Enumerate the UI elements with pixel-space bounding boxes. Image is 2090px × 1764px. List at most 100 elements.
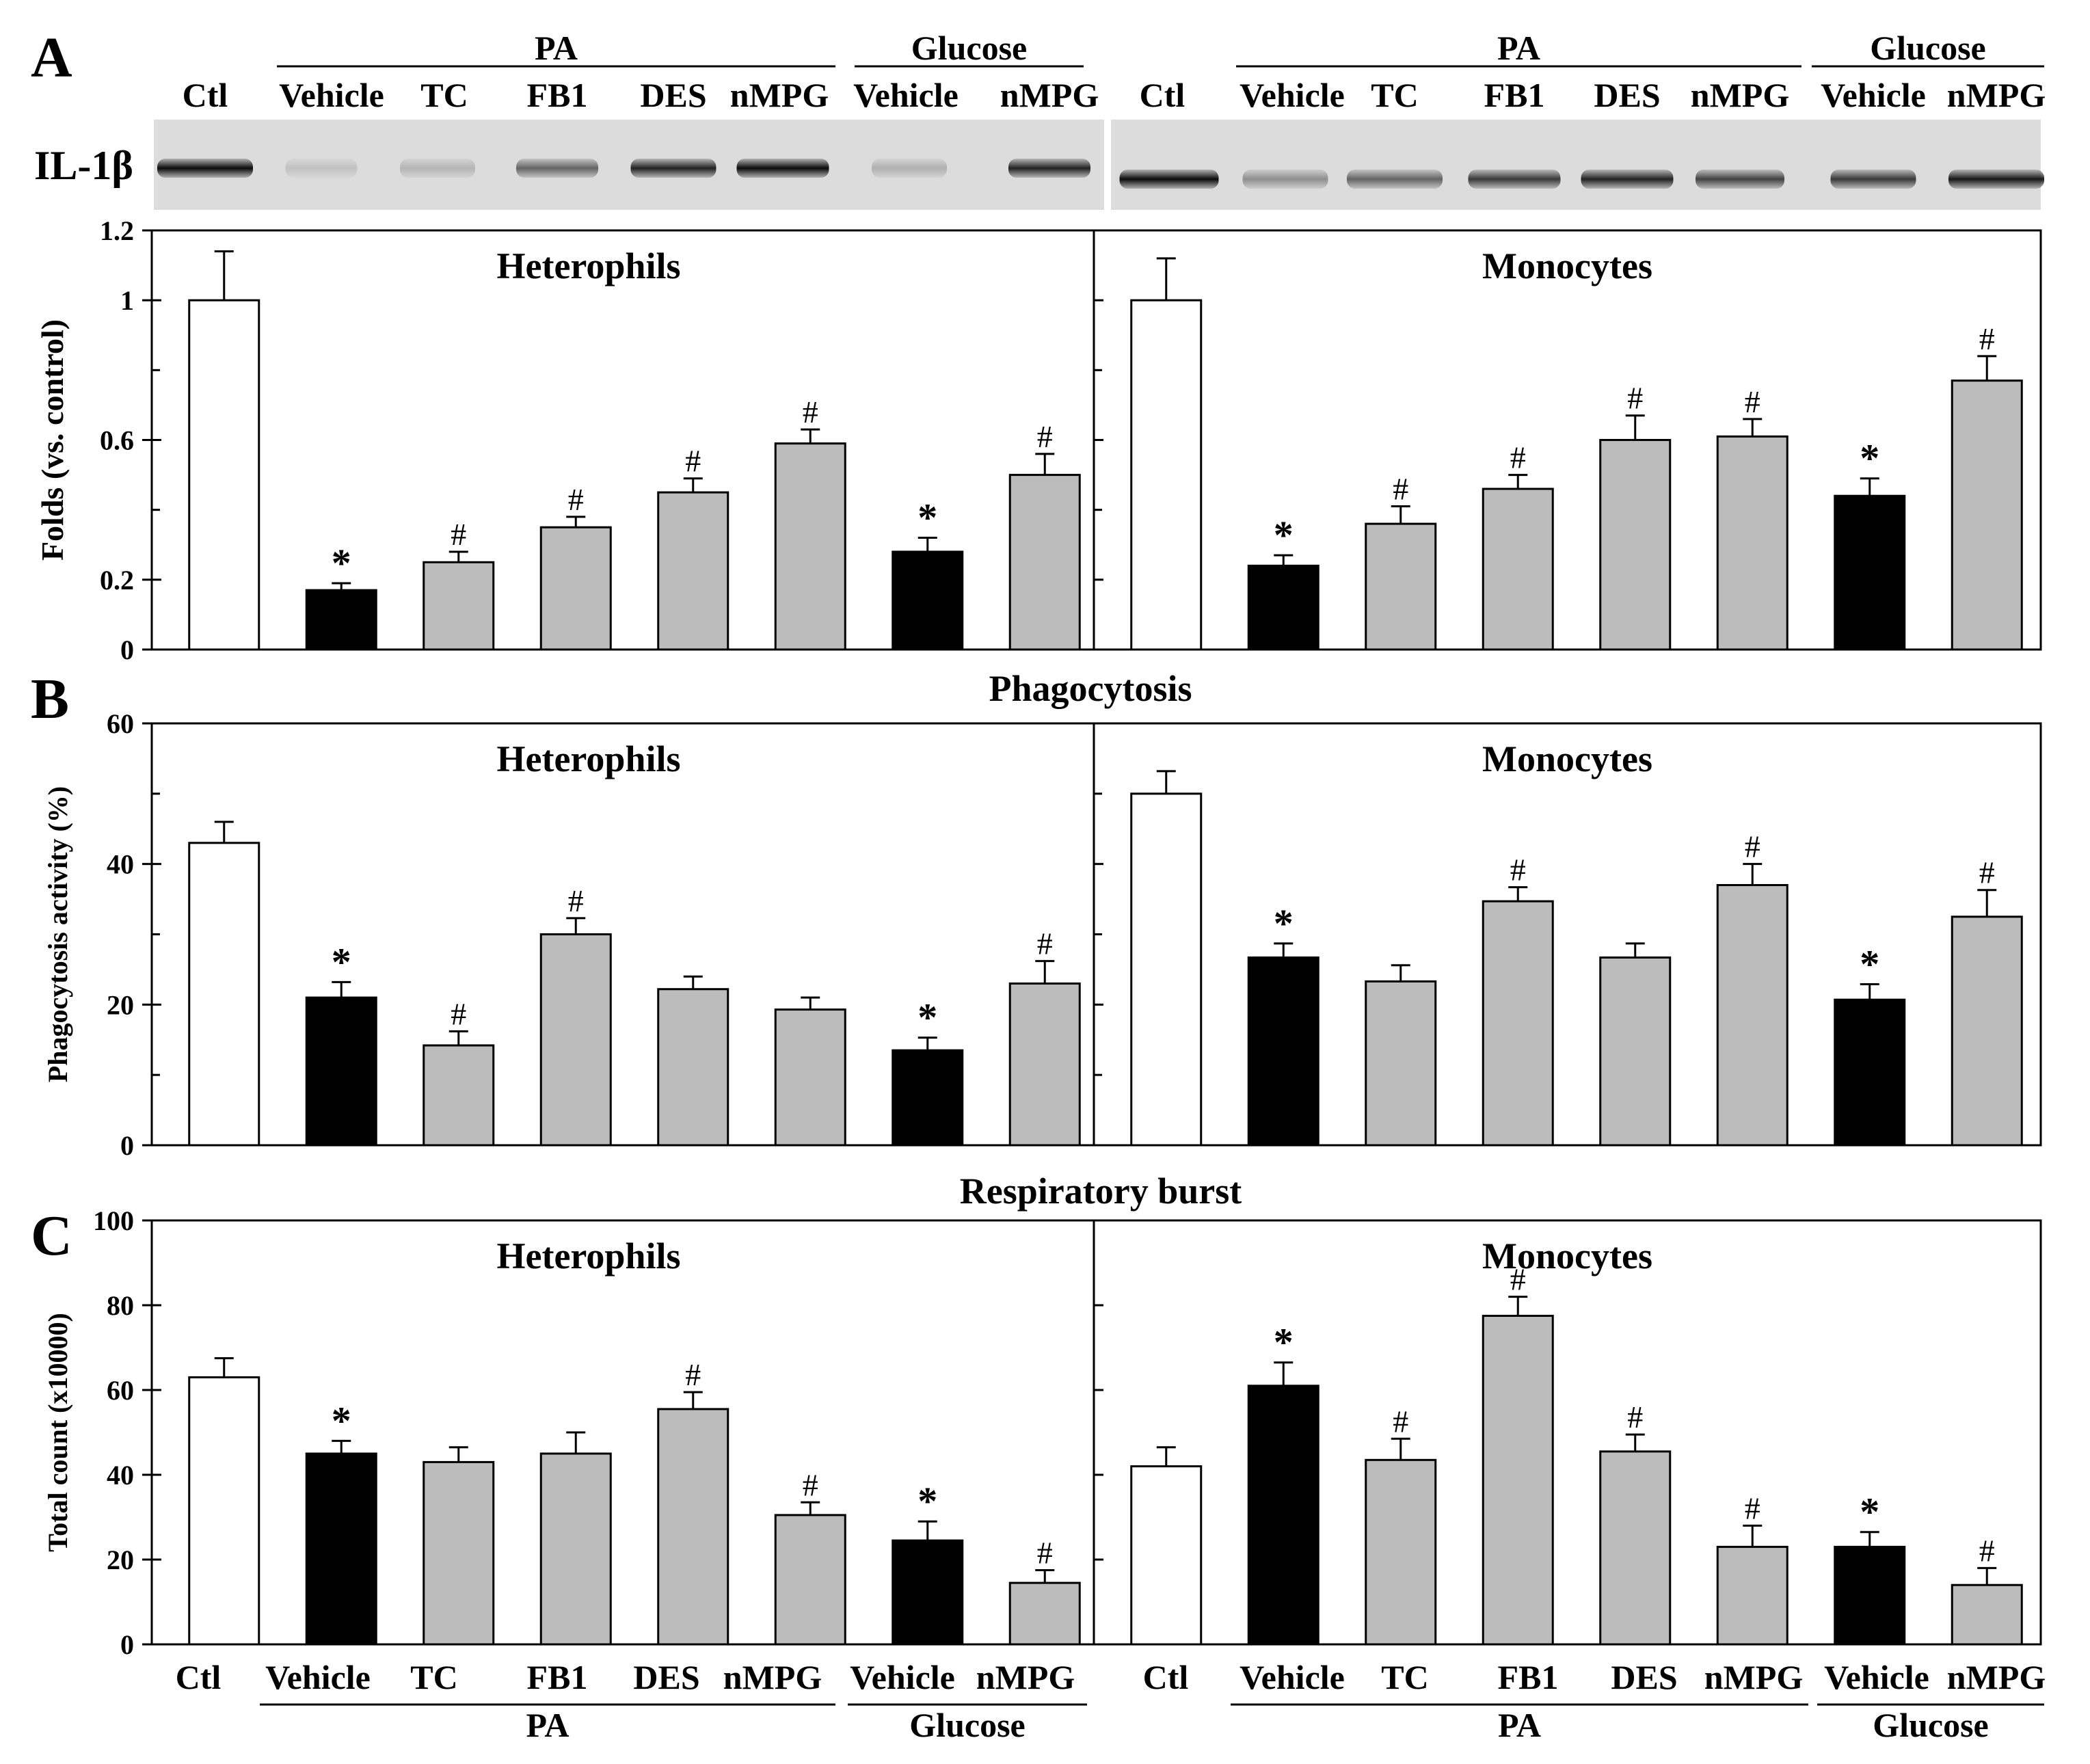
y-axis-label: Folds (vs. control) — [35, 319, 70, 561]
bottom-group-pa-left-label: PA — [526, 1706, 570, 1744]
significance-hash: # — [1393, 1404, 1408, 1439]
bar-pa-nmpg — [1716, 884, 1788, 1147]
section-title-respiratory-burst: Respiratory burst — [960, 1171, 1242, 1212]
blot-lane-label-nmpg: nMPG — [730, 76, 829, 114]
bar-glucose-vehicle — [892, 550, 964, 651]
bottom-category-label-vehicle: Vehicle — [265, 1658, 371, 1696]
charts: 0 0.2 0.6 1 1.2 Folds (vs. control) Heterophil… — [35, 215, 2042, 1660]
blot-group-glucose-right-label: Glucose — [1870, 29, 1985, 67]
bottom-category-label-nmpg: nMPG — [1704, 1658, 1803, 1696]
bar-pa-des — [1599, 956, 1672, 1147]
significance-hash: # — [1037, 926, 1053, 961]
blot-band — [630, 159, 716, 178]
blot-strip-right — [1111, 120, 2041, 210]
significance-hash: # — [1037, 1536, 1053, 1571]
bottom-category-label-des: DES — [633, 1658, 699, 1696]
chart-a-heterophils: 0 0.2 0.6 1 1.2 Folds (vs. control) Heterophil… — [35, 215, 1095, 665]
significance-star: * — [332, 1398, 351, 1443]
significance-star: * — [1860, 1490, 1879, 1534]
blot-lane-label-fb1: FB1 — [527, 76, 588, 114]
significance-hash: # — [1745, 829, 1760, 864]
bar-glucose-vehicle — [892, 1049, 964, 1147]
bar-glucose-nmpg — [1951, 916, 2023, 1147]
blot-bands-right — [1119, 170, 2044, 189]
chart-title-heterophils: Heterophils — [497, 245, 681, 286]
blot-protein-label: IL-1β — [34, 143, 133, 188]
bar-pa-tc — [1365, 522, 1437, 651]
bar-ctl-ctl — [1130, 1465, 1203, 1646]
bar-pa-des — [1599, 1450, 1672, 1646]
chart-title-monocytes: Monocytes — [1482, 245, 1652, 286]
bar-pa-nmpg — [1716, 435, 1788, 651]
bar-pa-fb1 — [1482, 900, 1554, 1147]
bar-glucose-vehicle — [892, 1539, 964, 1646]
blot-band — [400, 159, 475, 178]
significance-hash: # — [1627, 381, 1643, 416]
blot-lane-label-vehicle: Vehicle — [1821, 76, 1926, 114]
blot-group-pa-left-label: PA — [535, 29, 578, 67]
y-tick-label: 1.2 — [100, 215, 134, 246]
bar-pa-vehicle — [1247, 956, 1319, 1147]
bar-glucose-nmpg — [1008, 1581, 1081, 1646]
bottom-category-label-ctl: Ctl — [176, 1658, 222, 1696]
significance-hash: # — [568, 482, 584, 517]
bar-pa-fb1 — [1482, 487, 1554, 651]
blot-band — [285, 159, 358, 178]
blot-lane-label-tc: TC — [420, 76, 468, 114]
bar-pa-vehicle — [1247, 564, 1319, 651]
significance-star: * — [332, 939, 351, 984]
y-tick-label: 0.6 — [100, 425, 134, 456]
bar-ctl-ctl — [188, 299, 260, 651]
significance-hash: # — [1510, 853, 1526, 887]
chart-b-monocytes: Monocytes * # # * # — [1093, 722, 2042, 1147]
bar-glucose-nmpg — [1008, 982, 1081, 1147]
bottom-category-label-nmpg: nMPG — [976, 1658, 1075, 1696]
y-tick-label: 80 — [107, 1290, 134, 1321]
significance-star: * — [1860, 942, 1879, 987]
bottom-category-label-tc: TC — [410, 1658, 457, 1696]
bottom-category-label-vehicle: Vehicle — [1240, 1658, 1345, 1696]
significance-hash: # — [1037, 419, 1053, 454]
panel-letter-c: C — [31, 1204, 72, 1268]
blot-lane-label-des: DES — [1594, 76, 1660, 114]
bar-pa-des — [657, 1408, 729, 1646]
significance-star: * — [332, 541, 351, 585]
significance-hash: # — [1745, 1491, 1760, 1525]
bottom-category-label-vehicle: Vehicle — [850, 1658, 955, 1696]
significance-hash: # — [685, 1357, 701, 1392]
y-tick-label: 0 — [120, 1629, 134, 1660]
y-tick-label: 1 — [120, 285, 134, 316]
blot-group-glucose-left-label: Glucose — [911, 29, 1027, 67]
blot-lane-label-ctl: Ctl — [183, 76, 228, 114]
bar-pa-tc — [1365, 980, 1437, 1147]
blot-lane-label-vehicle: Vehicle — [279, 76, 384, 114]
blot-lane-label-fb1: FB1 — [1484, 76, 1545, 114]
blot-lane-label-tc: TC — [1371, 76, 1418, 114]
bar-pa-tc — [1365, 1458, 1437, 1646]
bottom-group-glucose-right-label: Glucose — [1873, 1706, 1988, 1744]
y-tick-label: 20 — [107, 1545, 134, 1575]
blot-lane-labels-left: Ctl Vehicle TC FB1 DES nMPG Vehicle nMPG — [183, 76, 1099, 114]
y-tick-label: 20 — [107, 989, 134, 1020]
blot-band — [736, 159, 829, 178]
bottom-category-label-nmpg: nMPG — [723, 1658, 822, 1696]
blot-lane-label-vehicle: Vehicle — [1240, 76, 1345, 114]
significance-hash: # — [1979, 1533, 1995, 1568]
bar-ctl-ctl — [1130, 299, 1203, 651]
significance-star: * — [1274, 1320, 1294, 1365]
chart-title-heterophils: Heterophils — [497, 738, 681, 779]
bar-pa-fb1 — [539, 526, 612, 651]
blot-band — [1948, 170, 2044, 189]
significance-star: * — [917, 1479, 937, 1523]
chart-title-monocytes: Monocytes — [1482, 738, 1652, 779]
chart-title-heterophils: Heterophils — [497, 1235, 681, 1277]
y-tick-label: 60 — [107, 1375, 134, 1406]
blot-lane-label-nmpg: nMPG — [1947, 76, 2046, 114]
bottom-category-label-fb1: FB1 — [527, 1658, 588, 1696]
significance-hash: # — [1393, 472, 1408, 507]
bar-glucose-nmpg — [1951, 379, 2023, 651]
bar-ctl-ctl — [188, 1376, 260, 1646]
bar-pa-tc — [423, 561, 495, 651]
significance-hash: # — [1745, 384, 1760, 419]
chart-a-monocytes: Monocytes * # # # # * # — [1093, 229, 2042, 651]
